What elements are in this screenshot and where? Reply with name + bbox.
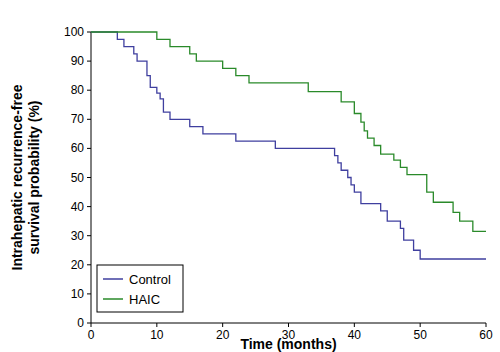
x-tick [354, 323, 355, 327]
legend-swatch [103, 278, 123, 280]
x-tick [420, 323, 421, 327]
x-tick [91, 323, 92, 327]
x-tick [486, 323, 487, 327]
x-tick-label: 20 [216, 328, 230, 342]
y-axis-title-line: Intrahepatic recurrence-free [9, 84, 25, 270]
y-tick-label: 100 [64, 25, 84, 39]
x-tick-label: 60 [479, 328, 493, 342]
y-axis-title-line: survival probability (%) [26, 100, 42, 254]
x-tick [156, 323, 157, 327]
plot-area [91, 32, 486, 259]
y-tick [87, 264, 91, 265]
chart: 01020304050607080901000102030405060Time … [0, 0, 500, 352]
series-line [91, 32, 486, 259]
y-tick [87, 90, 91, 91]
y-tick-label: 60 [71, 141, 85, 155]
legend-label: HAIC [129, 292, 160, 307]
y-tick-label: 50 [71, 171, 85, 185]
x-tick-label: 40 [348, 328, 362, 342]
x-tick [222, 323, 223, 327]
y-tick-label: 80 [71, 83, 85, 97]
y-tick-label: 0 [77, 316, 84, 330]
y-tick [87, 293, 91, 294]
y-axis-title: Intrahepatic recurrence-freesurvival pro… [9, 84, 42, 270]
series-line [91, 32, 486, 231]
y-tick-label: 90 [71, 54, 85, 68]
y-tick [87, 119, 91, 120]
y-tick-label: 20 [71, 258, 85, 272]
y-tick [87, 323, 91, 324]
y-tick [87, 32, 91, 33]
y-tick-label: 40 [71, 200, 85, 214]
legend: Control HAIC [97, 265, 183, 312]
y-tick [87, 177, 91, 178]
x-tick-label: 50 [413, 328, 427, 342]
legend-label: Control [129, 272, 171, 287]
y-tick [87, 235, 91, 236]
legend-box [97, 265, 183, 312]
y-tick [87, 61, 91, 62]
x-tick-label: 10 [150, 328, 164, 342]
y-tick-label: 10 [71, 287, 85, 301]
y-tick [87, 148, 91, 149]
y-tick [87, 206, 91, 207]
x-axis-title: Time (months) [240, 336, 336, 352]
x-tick-label: 0 [88, 328, 95, 342]
legend-swatch [103, 298, 123, 300]
x-tick [288, 323, 289, 327]
y-tick-label: 30 [71, 229, 85, 243]
y-tick-label: 70 [71, 112, 85, 126]
